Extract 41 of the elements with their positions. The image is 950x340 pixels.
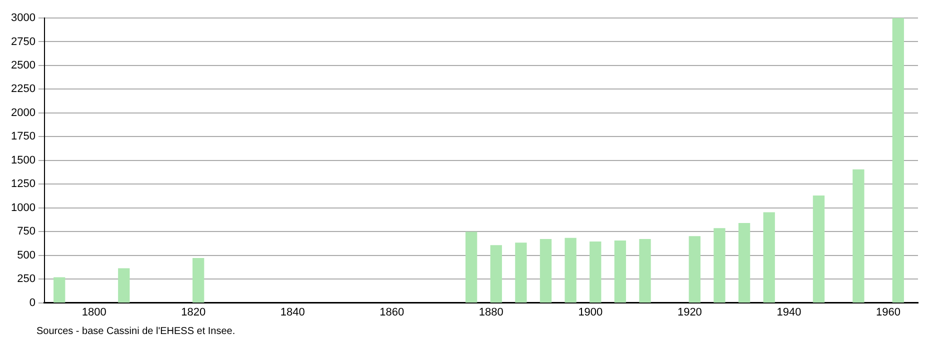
y-tick-label: 1250 [10,178,36,190]
y-tick-label: 1500 [10,154,36,166]
bar [540,238,552,303]
bar [54,277,66,303]
y-tick-label: 2000 [10,106,36,119]
x-tick-label: 1940 [776,306,802,318]
source-note: Sources - base Cassini de l'EHESS et Insee. [36,326,236,337]
bar [490,245,502,303]
bar [192,258,204,303]
bar [590,242,602,303]
bar [688,236,700,303]
bar [118,268,130,303]
bar [738,223,750,303]
y-tick-label: 2750 [10,36,36,48]
bar [714,228,726,303]
x-tick-label: 1880 [478,306,504,318]
y-tick-label: 0 [29,296,36,309]
bar [763,212,775,303]
x-tick-label: 1840 [280,306,305,318]
bar [614,240,626,303]
bar [465,232,478,303]
bar [515,242,527,303]
bar [564,238,576,303]
y-tick-label: 750 [17,226,36,238]
bar [639,238,651,303]
bar [812,195,825,303]
x-tick-label: 1900 [578,306,603,318]
bar [852,169,864,303]
x-tick-label: 1860 [380,306,404,318]
x-tick-label: 1820 [181,306,206,318]
y-tick-label: 250 [17,273,36,286]
y-tick-label: 2250 [10,83,36,96]
x-tick-label: 1800 [82,306,106,318]
y-tick-label: 1750 [10,130,36,143]
y-tick-label: 2500 [10,60,36,72]
y-tick-label: 1000 [10,202,36,214]
bar [892,18,904,303]
x-tick-label: 1920 [677,306,702,318]
y-tick-label: 3000 [10,12,36,24]
y-tick-label: 500 [17,249,36,262]
x-tick-label: 1960 [876,306,900,318]
